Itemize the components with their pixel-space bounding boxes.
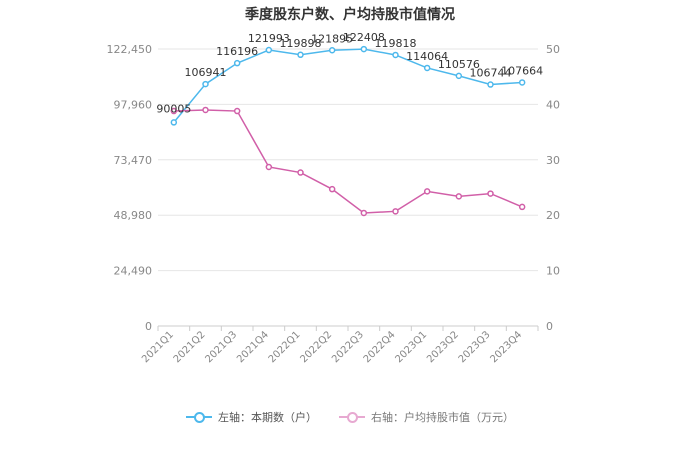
x-axis-tick-label: 2022Q4: [362, 329, 398, 365]
legend-item-households[interactable]: 左轴：本期数（户）: [186, 409, 317, 425]
households-data-label: 110576: [438, 58, 480, 71]
right-axis-tick-label: 40: [546, 98, 560, 111]
households-data-label: 90005: [156, 102, 191, 115]
avg-value-line: [173, 109, 523, 214]
left-axis-tick-label: 24,490: [114, 265, 153, 278]
households-point: [423, 64, 431, 72]
legend-line-marker-icon: [339, 411, 365, 423]
households-data-label: 106744: [470, 67, 512, 80]
left-axis-tick-label: 122,450: [107, 43, 153, 56]
x-axis-tick-label: 2023Q4: [488, 329, 524, 365]
households-data-label: 106941: [185, 66, 227, 79]
right-axis-tick-label: 30: [546, 154, 560, 167]
legend-line-marker-icon: [186, 411, 212, 423]
households-data-label: 121993: [248, 32, 290, 45]
avg-value-point: [170, 107, 178, 115]
households-point: [297, 51, 304, 59]
avg-value-point: [233, 107, 241, 115]
avg-value-point: [328, 185, 336, 193]
avg-value-point: [265, 163, 273, 171]
households-point: [233, 59, 241, 67]
households-point: [518, 79, 526, 86]
left-axis-tick-label: 73,470: [114, 154, 153, 167]
households-data-label: 119818: [375, 37, 417, 50]
x-axis-tick-label: 2021Q1: [140, 329, 176, 365]
households-point: [392, 51, 399, 59]
avg-value-point: [360, 209, 368, 217]
households-point: [487, 81, 494, 88]
left-axis-tick-label: 97,960: [114, 98, 153, 111]
x-axis-tick-label: 2022Q3: [330, 329, 366, 365]
households-point: [202, 80, 209, 88]
households-data-label: 116196: [216, 45, 258, 58]
x-axis-tick-label: 2021Q3: [203, 329, 239, 365]
avg-value-point: [297, 169, 304, 176]
households-data-label: 119898: [280, 37, 322, 50]
right-axis-tick-label: 10: [546, 265, 560, 278]
left-axis-tick-label: 0: [145, 320, 152, 333]
x-axis-tick-label: 2023Q1: [393, 329, 429, 365]
right-axis-tick-label: 20: [546, 209, 560, 222]
chart-title: 季度股东户数、户均持股市值情况: [245, 7, 455, 23]
chart-legend: 左轴：本期数（户） 右轴：户均持股市值（万元）: [0, 409, 700, 425]
households-line: [173, 48, 523, 123]
households-data-label: 107664: [501, 64, 543, 77]
households-point: [360, 45, 368, 53]
households-data-label: 114064: [406, 50, 448, 63]
right-axis-tick-label: 0: [546, 320, 553, 333]
avg-value-point: [202, 106, 209, 114]
left-axis-tick-label: 48,980: [114, 209, 153, 222]
avg-value-point: [392, 208, 399, 215]
avg-value-point: [455, 193, 463, 200]
avg-value-point: [487, 190, 494, 197]
households-point: [455, 72, 463, 80]
right-axis-tick-label: 50: [546, 43, 560, 56]
avg-value-point: [518, 203, 526, 211]
households-point: [265, 46, 273, 54]
households-data-label: 121895: [311, 32, 353, 45]
households-data-label: 122408: [343, 31, 385, 44]
households-point: [328, 47, 336, 54]
chart-plot: 0 0 24,490 10 48,980 20 73,470 30 97,960 40 122,45…: [107, 31, 561, 365]
x-axis-tick-label: 2021Q2: [172, 329, 208, 365]
legend-label-avg-value: 右轴：户均持股市值（万元）: [371, 411, 514, 424]
households-point: [170, 119, 178, 126]
x-axis-tick-label: 2022Q1: [267, 329, 303, 365]
x-axis-tick-label: 2021Q4: [235, 329, 271, 365]
x-axis-tick-label: 2023Q3: [457, 329, 493, 365]
legend-label-households: 左轴：本期数（户）: [218, 411, 317, 424]
x-axis-tick-label: 2023Q2: [425, 329, 461, 365]
x-axis-tick-label: 2022Q2: [298, 329, 334, 365]
avg-value-point: [423, 188, 431, 195]
legend-item-avg-value[interactable]: 右轴：户均持股市值（万元）: [339, 409, 514, 425]
